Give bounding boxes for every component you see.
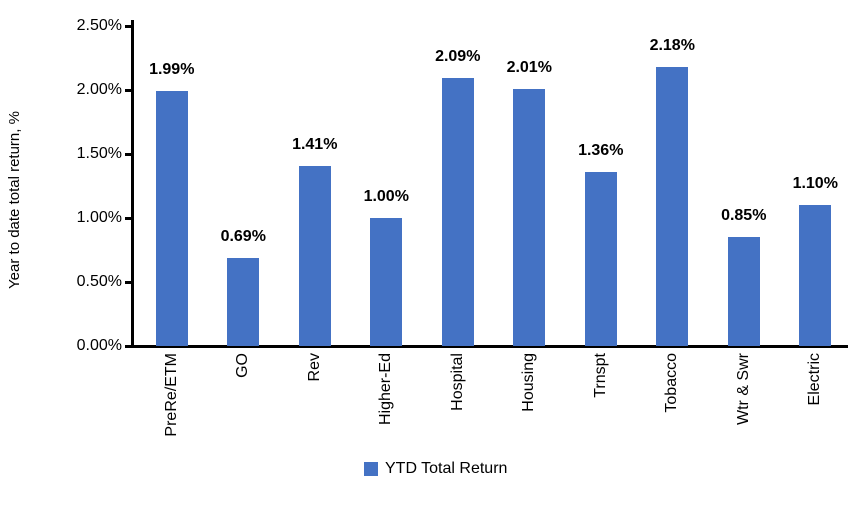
category-label: Rev [305,353,323,382]
bar-value-label: 2.09% [435,48,481,66]
category-label: Wtr & Swr [734,353,752,425]
bar [513,88,546,346]
y-tick-label: 0.00% [76,337,122,354]
y-tick-mark [125,152,133,156]
y-tick-mark [125,280,133,284]
legend: YTD Total Return [364,459,507,479]
y-tick-label: 2.50% [76,17,122,34]
y-tick-label: 1.50% [76,145,122,162]
category-label: Trnspt [591,353,609,398]
category-label: Electric [806,353,824,406]
category-label: PreRe/ETM [162,353,180,437]
category-label: Tobacco [663,353,681,413]
category-label: Hospital [448,353,466,411]
legend-label: YTD Total Return [385,460,508,477]
y-tick-mark [125,88,133,92]
bar-value-label: 0.85% [721,207,767,225]
bar [656,66,689,346]
category-label: Higher-Ed [377,353,395,426]
bar [441,78,474,346]
x-axis-line [128,345,848,348]
y-tick-label: 1.00% [76,209,122,226]
y-axis-line [131,20,134,348]
bar-value-label: 1.10% [792,175,838,193]
bar [584,171,617,346]
bar [727,237,760,346]
bar [155,91,188,346]
bar-value-label: 2.01% [506,58,552,76]
category-label: Housing [520,353,538,412]
y-axis-title: Year to date total return, % [6,111,23,289]
bar-value-label: 1.36% [578,141,624,159]
category-label: GO [234,353,252,378]
bar [799,205,832,346]
y-tick-mark [125,216,133,220]
bar [370,218,403,346]
bar-value-label: 2.18% [649,36,695,54]
bar [227,257,260,346]
bar-value-label: 1.41% [292,135,338,153]
y-tick-label: 2.00% [76,81,122,98]
bar [298,165,331,346]
bar-value-label: 0.69% [220,227,266,245]
y-tick-mark [125,24,133,28]
y-tick-label: 0.50% [76,273,122,290]
bar-value-label: 1.00% [363,188,409,205]
bar-value-label: 1.99% [149,61,195,79]
legend-swatch-icon [364,462,378,476]
